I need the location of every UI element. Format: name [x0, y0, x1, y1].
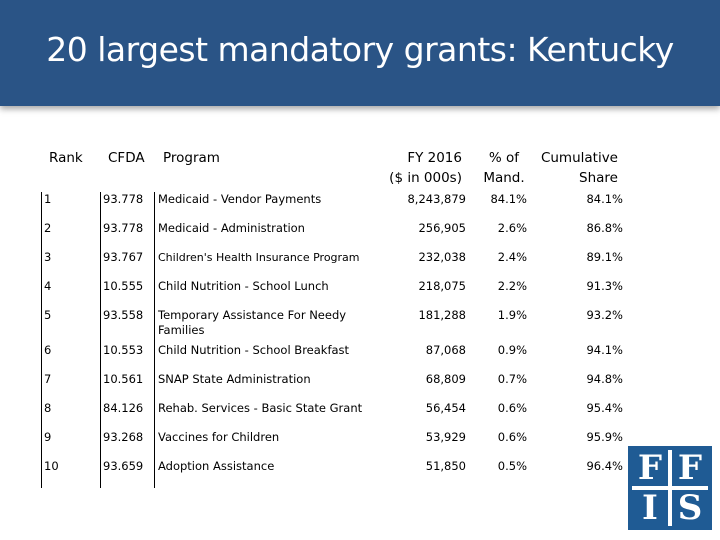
cell-cfda: 93.558 [103, 308, 144, 322]
cell-program: Child Nutrition - School Lunch [158, 279, 329, 293]
cell-cumulative: 94.1% [586, 343, 623, 357]
cell-cumulative: 86.8% [586, 221, 623, 235]
cell-cfda: 10.555 [103, 279, 144, 293]
logo-letter: S [672, 490, 708, 526]
logo-letter: F [632, 450, 668, 486]
cell-fy: 53,929 [425, 430, 466, 444]
cell-program: Medicaid - Administration [158, 221, 305, 235]
cell-rank: 7 [44, 372, 52, 386]
ffis-logo-grid: F F I S [632, 450, 708, 526]
cell-fy: 68,809 [425, 372, 466, 386]
header-cumulative: Cumulative Share [530, 148, 618, 188]
cell-cumulative: 89.1% [586, 250, 623, 264]
header-program: Program [163, 150, 220, 166]
cell-pct: 0.6% [497, 401, 527, 415]
column-divider-rank [100, 192, 101, 488]
cell-pct: 0.7% [497, 372, 527, 386]
cell-cumulative: 96.4% [586, 459, 623, 473]
logo-letter: F [672, 450, 708, 486]
cell-cumulative: 84.1% [586, 192, 623, 206]
cell-rank: 9 [44, 430, 52, 444]
cell-pct: 2.4% [497, 250, 527, 264]
cell-cfda: 10.553 [103, 343, 144, 357]
cell-fy: 256,905 [418, 221, 466, 235]
header-cfda: CFDA [108, 150, 145, 166]
cell-pct: 0.9% [497, 343, 527, 357]
cell-cfda: 93.778 [103, 192, 144, 206]
cell-rank: 6 [44, 343, 52, 357]
cell-cfda: 93.268 [103, 430, 144, 444]
cell-cumulative: 94.8% [586, 372, 623, 386]
cell-pct: 2.6% [497, 221, 527, 235]
cell-pct: 2.2% [497, 279, 527, 293]
cell-rank: 5 [44, 308, 52, 322]
cell-rank: 4 [44, 279, 52, 293]
logo-letter: I [632, 490, 668, 526]
cell-program: SNAP State Administration [158, 372, 311, 386]
header-pct: % of Mand. [474, 148, 534, 188]
cell-cfda: 93.778 [103, 221, 144, 235]
ffis-logo: F F I S [628, 446, 712, 530]
cell-program: Child Nutrition - School Breakfast [158, 343, 350, 357]
cell-fy: 51,850 [425, 459, 466, 473]
header-pct-line1: % of [488, 150, 520, 166]
header-pct-line2: Mand. [483, 170, 525, 186]
cell-fy: 8,243,879 [407, 192, 466, 206]
cell-pct: 84.1% [490, 192, 527, 206]
cell-fy: 181,288 [418, 308, 466, 322]
cell-cumulative: 95.4% [586, 401, 623, 415]
cell-pct: 0.5% [497, 459, 527, 473]
cell-program: Rehab. Services - Basic State Grant [158, 401, 363, 415]
cell-rank: 8 [44, 401, 52, 415]
cell-program: Temporary Assistance For Needy Families [158, 308, 347, 337]
cell-pct: 1.9% [497, 308, 527, 322]
cell-cfda: 10.561 [103, 372, 144, 386]
cell-cumulative: 95.9% [586, 430, 623, 444]
cell-cfda: 93.767 [103, 250, 144, 264]
title-bar: 20 largest mandatory grants: Kentucky [0, 0, 720, 106]
cell-rank: 10 [44, 459, 59, 473]
table-left-border [41, 192, 42, 488]
cell-program: Vaccines for Children [158, 430, 280, 444]
cell-rank: 2 [44, 221, 52, 235]
cell-fy: 218,075 [418, 279, 466, 293]
cell-program: Medicaid - Vendor Payments [158, 192, 322, 206]
header-fy-line1: FY 2016 [407, 150, 462, 166]
header-fy-line2: ($ in 000s) [389, 170, 462, 186]
cell-cumulative: 93.2% [586, 308, 623, 322]
cell-fy: 232,038 [418, 250, 466, 264]
cell-program: Adoption Assistance [158, 459, 275, 473]
cell-rank: 3 [44, 250, 52, 264]
header-rank: Rank [49, 150, 83, 166]
slide-title: 20 largest mandatory grants: Kentucky [46, 30, 674, 69]
cell-fy: 56,454 [425, 401, 466, 415]
header-cum-line2: Share [579, 170, 618, 186]
cell-cfda: 93.659 [103, 459, 144, 473]
cell-cumulative: 91.3% [586, 279, 623, 293]
cell-cfda: 84.126 [103, 401, 144, 415]
column-divider-cfda [154, 192, 155, 488]
header-cum-line1: Cumulative [540, 150, 618, 166]
cell-fy: 87,068 [425, 343, 466, 357]
cell-program: Children's Health Insurance Program [158, 251, 360, 264]
cell-pct: 0.6% [497, 430, 527, 444]
cell-rank: 1 [44, 192, 52, 206]
header-fy: FY 2016 ($ in 000s) [380, 148, 462, 188]
